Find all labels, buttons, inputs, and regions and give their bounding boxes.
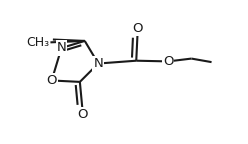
Text: O: O: [163, 55, 173, 68]
Text: CH₃: CH₃: [26, 36, 49, 49]
Text: O: O: [132, 22, 143, 35]
Text: N: N: [57, 41, 66, 54]
Text: O: O: [46, 74, 57, 87]
Text: O: O: [77, 108, 88, 121]
Text: N: N: [93, 57, 103, 70]
